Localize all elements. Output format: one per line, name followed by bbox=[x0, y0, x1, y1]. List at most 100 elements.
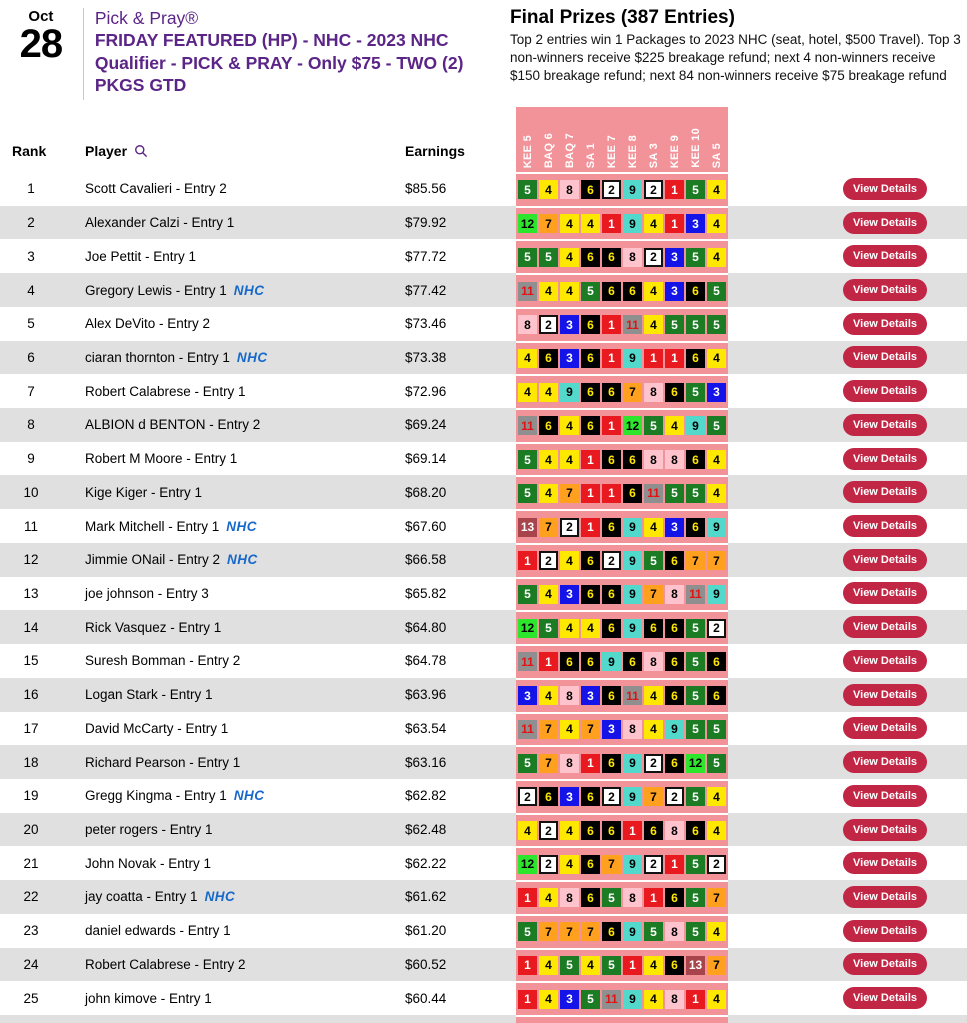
earnings-cell: $67.60 bbox=[405, 518, 447, 534]
earnings-cell: $63.16 bbox=[405, 754, 447, 770]
view-details-button[interactable]: View Details bbox=[843, 751, 927, 774]
pick-number: 2 bbox=[602, 551, 621, 571]
view-details-button[interactable]: View Details bbox=[843, 987, 927, 1010]
view-details-button[interactable]: View Details bbox=[843, 515, 927, 538]
partial-next-row bbox=[0, 1014, 967, 1023]
pick-number: 4 bbox=[539, 686, 558, 706]
final-prizes-description: Top 2 entries win 1 Packages to 2023 NHC… bbox=[509, 31, 961, 83]
view-details-button[interactable]: View Details bbox=[843, 717, 927, 740]
pick-number: 13 bbox=[518, 517, 537, 537]
pick-number: 3 bbox=[665, 281, 684, 301]
pick-number: 2 bbox=[560, 517, 579, 537]
view-details-button[interactable]: View Details bbox=[843, 312, 927, 335]
pick-number: 3 bbox=[560, 584, 579, 604]
view-details-button[interactable]: View Details bbox=[843, 177, 927, 200]
pick-number: 5 bbox=[686, 382, 705, 402]
pick-number: 6 bbox=[581, 551, 600, 571]
pick-number: 7 bbox=[539, 719, 558, 739]
view-details-button[interactable]: View Details bbox=[843, 885, 927, 908]
view-details-button[interactable]: View Details bbox=[843, 616, 927, 639]
pick-number: 1 bbox=[665, 854, 684, 874]
pick-number: 3 bbox=[560, 348, 579, 368]
view-details-button[interactable]: View Details bbox=[843, 481, 927, 504]
rank-cell bbox=[0, 1015, 62, 1023]
player-name: Joe Pettit - Entry 1 bbox=[85, 248, 197, 264]
pick-number: 2 bbox=[644, 753, 663, 773]
pick-number: 6 bbox=[581, 348, 600, 368]
pick-number: 8 bbox=[665, 989, 684, 1009]
player-name: daniel edwards - Entry 1 bbox=[85, 923, 231, 939]
pick-number: 4 bbox=[644, 315, 663, 335]
pick-number: 5 bbox=[518, 922, 537, 942]
pick-number: 1 bbox=[581, 517, 600, 537]
pick-number: 5 bbox=[602, 955, 621, 975]
pick-number: 4 bbox=[518, 382, 537, 402]
race-column-label: BAQ 7 bbox=[564, 132, 577, 168]
pick-number: 4 bbox=[539, 382, 558, 402]
pick-number: 6 bbox=[686, 450, 705, 470]
pick-number: 1 bbox=[581, 483, 600, 503]
earnings-cell: $60.44 bbox=[405, 990, 447, 1006]
player-name: Jimmie ONail - Entry 2 bbox=[85, 552, 221, 568]
pick-number: 6 bbox=[581, 787, 600, 807]
view-details-button[interactable]: View Details bbox=[843, 245, 927, 268]
table-row: 5 Alex DeVito - Entry 2 $73.46 8 2 3 6 1 11 4 5 5 5 V… bbox=[0, 306, 967, 341]
player-cell: David McCarty - Entry 1 bbox=[62, 712, 395, 746]
view-details-button[interactable]: View Details bbox=[843, 582, 927, 605]
final-prizes-panel: Final Prizes (387 Entries) Top 2 entries… bbox=[510, 6, 967, 85]
view-details-button[interactable]: View Details bbox=[843, 413, 927, 436]
rank-cell: 15 bbox=[23, 653, 39, 669]
view-details-button[interactable]: View Details bbox=[843, 953, 927, 976]
view-details-button[interactable]: View Details bbox=[843, 683, 927, 706]
pick-number: 4 bbox=[539, 483, 558, 503]
earnings-cell: $79.92 bbox=[405, 215, 447, 231]
pick-number: 7 bbox=[644, 584, 663, 604]
pick-number: 6 bbox=[581, 821, 600, 841]
view-details-button[interactable]: View Details bbox=[843, 784, 927, 807]
pick-number: 12 bbox=[518, 214, 537, 234]
view-details-button[interactable]: View Details bbox=[843, 211, 927, 234]
pick-number: 7 bbox=[560, 483, 579, 503]
pick-number: 6 bbox=[686, 821, 705, 841]
pick-number: 5 bbox=[518, 247, 537, 267]
table-row: 11 Mark Mitchell - Entry 1 NHC $67.60 13 7 2 1 6… bbox=[0, 509, 967, 543]
player-name: Robert M Moore - Entry 1 bbox=[85, 451, 238, 467]
pick-number: 9 bbox=[560, 382, 579, 402]
table-row: 24 Robert Calabrese - Entry 2 $60.52 1 4 5 4 5 1… bbox=[0, 947, 967, 982]
view-details-cell: View Details bbox=[728, 745, 967, 779]
player-cell: Alexander Calzi - Entry 1 bbox=[62, 206, 395, 240]
pick-number: 4 bbox=[707, 787, 726, 807]
player-name: Robert Calabrese - Entry 2 bbox=[85, 956, 246, 972]
picks-cell: 12 5 4 4 6 9 6 6 5 2 bbox=[516, 610, 728, 645]
pick-number: 6 bbox=[644, 821, 663, 841]
pick-number: 7 bbox=[686, 551, 705, 571]
table-row: 6 ciaran thornton - Entry 1 NHC $73.38 4 6 3 6 1… bbox=[0, 340, 967, 375]
view-details-button[interactable]: View Details bbox=[843, 818, 927, 841]
search-icon[interactable] bbox=[134, 144, 148, 158]
pick-number: 5 bbox=[539, 247, 558, 267]
rank-cell: 17 bbox=[23, 720, 39, 736]
view-details-button[interactable]: View Details bbox=[843, 380, 927, 403]
pick-number: 5 bbox=[581, 989, 600, 1009]
view-details-button[interactable]: View Details bbox=[843, 919, 927, 942]
pick-number: 4 bbox=[707, 180, 726, 200]
pick-number: 1 bbox=[581, 450, 600, 470]
pick-number: 3 bbox=[686, 214, 705, 234]
pick-number: 7 bbox=[581, 719, 600, 739]
view-details-button[interactable]: View Details bbox=[843, 649, 927, 672]
view-details-button[interactable]: View Details bbox=[843, 279, 927, 302]
view-details-cell: View Details bbox=[728, 374, 967, 408]
pick-number: 11 bbox=[518, 719, 537, 739]
view-details-button[interactable]: View Details bbox=[843, 852, 927, 875]
pick-number: 3 bbox=[707, 382, 726, 402]
pick-number: 7 bbox=[539, 214, 558, 234]
pick-number: 5 bbox=[665, 483, 684, 503]
player-name: Alexander Calzi - Entry 1 bbox=[85, 215, 235, 231]
nhc-badge: NHC bbox=[233, 282, 265, 298]
view-details-button[interactable]: View Details bbox=[843, 346, 927, 369]
view-details-button[interactable]: View Details bbox=[843, 447, 927, 470]
pick-number: 6 bbox=[581, 315, 600, 335]
view-details-button[interactable]: View Details bbox=[843, 548, 927, 571]
